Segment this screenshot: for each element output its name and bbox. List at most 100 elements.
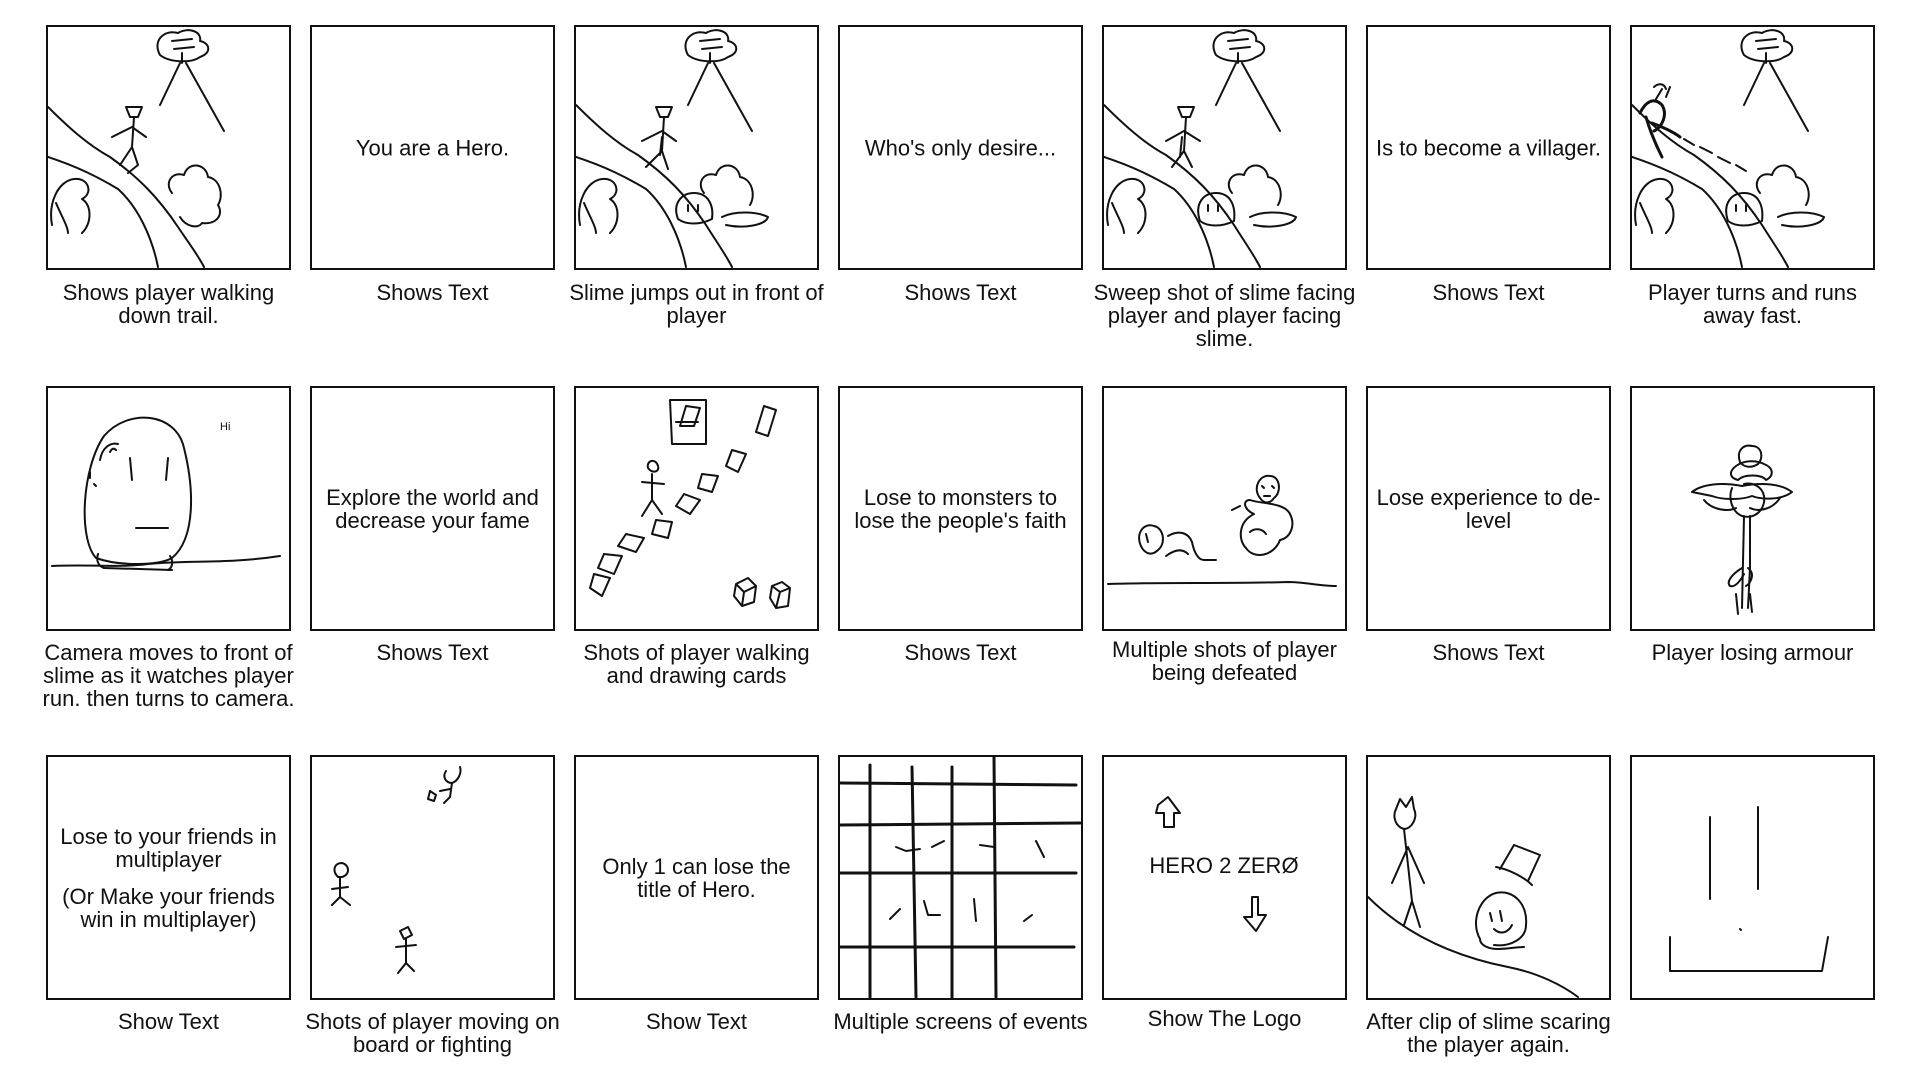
- player-figure-icon: [1165, 106, 1201, 168]
- player-figure-icon: [395, 926, 417, 974]
- panel-text-card: Lose to monsters to lose the people's fa…: [838, 386, 1083, 631]
- caption-1: Shows player walking down trail.: [62, 280, 275, 328]
- tree-icon: [156, 29, 225, 132]
- bush-icon: [167, 164, 222, 228]
- panel-text-card: Explore the world and decrease your fame: [310, 386, 555, 631]
- panel-text-line: Lose experience to de-level: [1376, 484, 1601, 533]
- event-grid-drawing: [840, 757, 1081, 998]
- player-figure-icon: [641, 106, 677, 170]
- grid-icon: [840, 757, 1081, 998]
- bush-icon: [578, 177, 619, 234]
- bush-icon: [1634, 177, 1675, 234]
- slime-speech: Hi: [220, 421, 230, 433]
- caption-9: Shows Text: [376, 640, 489, 665]
- logo-drawing: HERO 2 ZERØ: [1149, 796, 1299, 932]
- panel-losing-armour: [1630, 386, 1875, 631]
- event-scribble-icon: [889, 840, 1045, 922]
- panel-text-card: Who's only desire...: [838, 25, 1083, 270]
- panel-final-lines: [1630, 755, 1875, 1000]
- player-figure-icon: [427, 766, 462, 804]
- corridor-lines-icon: [1669, 806, 1829, 972]
- panel-text-line: You are a Hero.: [355, 135, 510, 160]
- caption-14: Player losing armour: [1651, 640, 1854, 665]
- card-icon: [697, 473, 719, 493]
- panel-text-card: Lose to your friends in multiplayer (Or …: [46, 755, 291, 1000]
- card-icon: [755, 405, 777, 437]
- panel-card-path: [574, 386, 819, 631]
- defeated-player-icon: [1138, 524, 1217, 561]
- slime-jumps-out-drawing: [576, 29, 769, 268]
- caption-19: Show The Logo: [1147, 1006, 1302, 1031]
- caption-15: Show Text: [117, 1009, 220, 1034]
- panel-text: Lose experience to de-level: [1376, 486, 1601, 532]
- panel-player-defeated: [1102, 386, 1347, 631]
- panel-logo: HERO 2 ZERØ: [1102, 755, 1347, 1000]
- panel-text-line: Only 1 can lose the title of Hero.: [602, 853, 791, 902]
- slime-icon: [1197, 192, 1297, 228]
- bush-icon: [1106, 177, 1147, 234]
- panel-text: Only 1 can lose the title of Hero.: [584, 855, 809, 901]
- panel-slime-jumps-out: [574, 25, 819, 270]
- slime-top-hat-icon: [1475, 844, 1541, 950]
- bush-icon: [699, 164, 754, 206]
- arrow-down-icon: [1243, 896, 1267, 932]
- dice-icon: [733, 577, 791, 609]
- panel-text-card: You are a Hero.: [310, 25, 555, 270]
- panel-text-extra: (Or Make your friends win in multiplayer…: [62, 883, 275, 932]
- panel-event-grid: [838, 755, 1083, 1000]
- caption-7: Player turns and runs away fast.: [1647, 280, 1858, 328]
- slime-facing-player-drawing: [1104, 29, 1297, 268]
- panel-slime-closeup: Hi: [46, 386, 291, 631]
- panel-text-line: Is to become a villager.: [1376, 135, 1602, 160]
- card-icon: [651, 519, 673, 539]
- panel-text: You are a Hero.: [320, 136, 545, 159]
- panel-text-card: Is to become a villager.: [1366, 25, 1611, 270]
- panel-text-line: Who's only desire...: [864, 135, 1057, 160]
- card-icon: [725, 449, 747, 473]
- caption-20: After clip of slime scaring the player a…: [1366, 1009, 1611, 1057]
- tree-icon: [1212, 29, 1281, 132]
- panel-slime-facing-player: [1102, 25, 1347, 270]
- panel-text: Lose to monsters to lose the people's fa…: [848, 486, 1073, 532]
- armoured-player-icon: [1691, 444, 1793, 615]
- tree-icon: [1740, 29, 1809, 132]
- panel-board-figures: [310, 755, 555, 1000]
- caption-2: Shows Text: [376, 280, 489, 305]
- slime-icon: [1725, 192, 1825, 228]
- panel-player-walking-trail: [46, 25, 291, 270]
- card-path-drawing: [589, 399, 791, 609]
- player-figure-icon: [111, 106, 147, 174]
- panel-text-line: Explore the world and decrease your fame: [326, 484, 539, 533]
- trail-icon: [576, 104, 733, 268]
- losing-armour-drawing: [1691, 444, 1793, 615]
- slime-icon: [675, 192, 769, 228]
- panel-slime-scares: [1366, 755, 1611, 1000]
- arrow-up-icon: [1155, 796, 1181, 828]
- caption-18: Multiple screens of events: [833, 1009, 1088, 1034]
- bush-icon: [1755, 164, 1810, 206]
- final-lines-drawing: [1669, 806, 1829, 972]
- caption-16: Shots of player moving on board or fight…: [305, 1009, 560, 1057]
- caption-13: Shows Text: [1432, 640, 1545, 665]
- trail-icon: [48, 106, 205, 268]
- caption-11: Shows Text: [904, 640, 1017, 665]
- slime-icon: [83, 416, 193, 571]
- player-defeated-drawing: [1107, 474, 1337, 587]
- player-walking-trail-drawing: [48, 29, 225, 268]
- monster-icon: [1231, 474, 1294, 556]
- caption-8: Camera moves to front of slime as it wat…: [42, 640, 295, 711]
- logo-text: HERO 2 ZERØ: [1149, 853, 1298, 878]
- slope-line-icon: [1368, 896, 1579, 998]
- bush-icon: [1227, 164, 1282, 206]
- ground-line-icon: [51, 555, 281, 567]
- panel-text: Lose to your friends in multiplayer (Or …: [56, 825, 281, 931]
- panel-player-runs-away: [1630, 25, 1875, 270]
- panel-text: Who's only desire...: [848, 136, 1073, 159]
- board-figures-drawing: [331, 766, 462, 974]
- caption-12: Multiple shots of player being defeated: [1112, 637, 1337, 685]
- card-icon: [675, 493, 701, 515]
- caption-6: Shows Text: [1432, 280, 1545, 305]
- scared-player-icon: [1391, 796, 1425, 928]
- tree-icon: [684, 29, 753, 132]
